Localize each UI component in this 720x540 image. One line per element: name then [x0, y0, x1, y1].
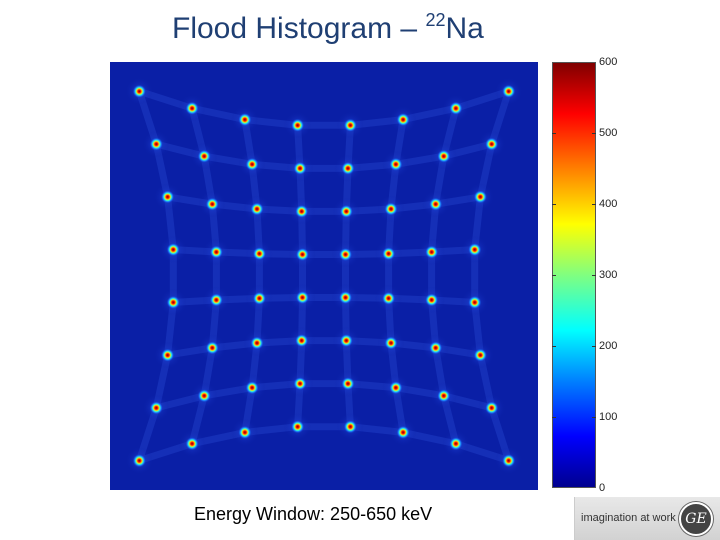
crystal-spot [484, 137, 499, 152]
crystal-spot [384, 336, 399, 351]
crystal-spot [381, 291, 396, 306]
crystal-spot [424, 245, 439, 260]
crystal-spot [249, 201, 264, 216]
crystal-spot [252, 291, 267, 306]
crystal-spot [237, 112, 252, 127]
crystal-spot [185, 436, 200, 451]
crystal-spot [338, 247, 353, 262]
page-title: Flood Histogram – 22Na [172, 10, 484, 46]
crystal-spot [132, 453, 147, 468]
crystal-spot [294, 333, 309, 348]
crystal-spot [388, 157, 403, 172]
crystal-spot [290, 419, 305, 434]
crystal-spot [293, 161, 308, 176]
crystal-spot [343, 118, 358, 133]
crystal-spot [339, 333, 354, 348]
crystal-spot [436, 388, 451, 403]
flood-background [110, 62, 538, 490]
crystal-spot [388, 380, 403, 395]
crystal-spot [340, 161, 355, 176]
isotope-mass-number: 22 [425, 10, 446, 30]
crystal-spot [166, 295, 181, 310]
crystal-spot [396, 112, 411, 127]
crystal-spot [237, 425, 252, 440]
crystal-spot [293, 376, 308, 391]
logo-tagline: imagination at work [581, 512, 676, 524]
crystal-spot [381, 246, 396, 261]
colorbar-tick-label: 600 [599, 56, 618, 68]
crystal-spot [396, 425, 411, 440]
title-text: Flood Histogram – [172, 12, 418, 45]
crystal-spot [384, 201, 399, 216]
colorbar-tick-label: 300 [599, 269, 618, 281]
crystal-spot [424, 292, 439, 307]
crystal-spot [185, 101, 200, 116]
crystal-spot [249, 336, 264, 351]
crystal-spot [295, 247, 310, 262]
crystal-spot [132, 84, 147, 99]
crystal-spot [467, 295, 482, 310]
crystal-spot [467, 242, 482, 257]
crystal-spot [428, 197, 443, 212]
crystal-spot [294, 204, 309, 219]
crystal-spot [252, 246, 267, 261]
crystal-spot [245, 157, 260, 172]
crystal-spot [149, 400, 164, 415]
energy-window-label: Energy Window: 250-650 keV [194, 504, 433, 524]
crystal-spot [245, 380, 260, 395]
crystal-spot [197, 388, 212, 403]
colorbar-tick-label: 100 [599, 411, 618, 423]
crystal-spot [205, 197, 220, 212]
isotope-element: Na [445, 12, 484, 45]
flood-histogram-image [110, 62, 538, 490]
crystal-spot [160, 189, 175, 204]
crystal-spots [125, 77, 523, 475]
crystal-spot [209, 292, 224, 307]
colorbar-tick-label: 200 [599, 340, 618, 352]
crystal-spot [484, 400, 499, 415]
colorbar-tick-label: 0 [599, 482, 606, 494]
crystal-spot [338, 290, 353, 305]
crystal-spot [205, 340, 220, 355]
crystal-spot [160, 348, 175, 363]
ge-logo-banner: imagination at work GE [574, 497, 720, 540]
crystal-spot [436, 149, 451, 164]
crystal-spot [290, 118, 305, 133]
crystal-spot [209, 245, 224, 260]
crystal-spot [473, 189, 488, 204]
crystal-spot [339, 204, 354, 219]
crystal-spot [149, 137, 164, 152]
crystal-spot [197, 149, 212, 164]
crystal-spot [340, 376, 355, 391]
crystal-spot [448, 101, 463, 116]
crystal-spot [473, 348, 488, 363]
crystal-spot [501, 84, 516, 99]
ge-logo-icon: GE [679, 502, 713, 536]
crystal-spot [343, 419, 358, 434]
colorbar-tick-label: 500 [599, 127, 618, 139]
crystal-spot [448, 436, 463, 451]
crystal-spot [166, 242, 181, 257]
crystal-spot [428, 340, 443, 355]
colorbar [552, 62, 596, 488]
colorbar-tick-label: 400 [599, 198, 618, 210]
crystal-spot [295, 290, 310, 305]
crystal-spot [501, 453, 516, 468]
